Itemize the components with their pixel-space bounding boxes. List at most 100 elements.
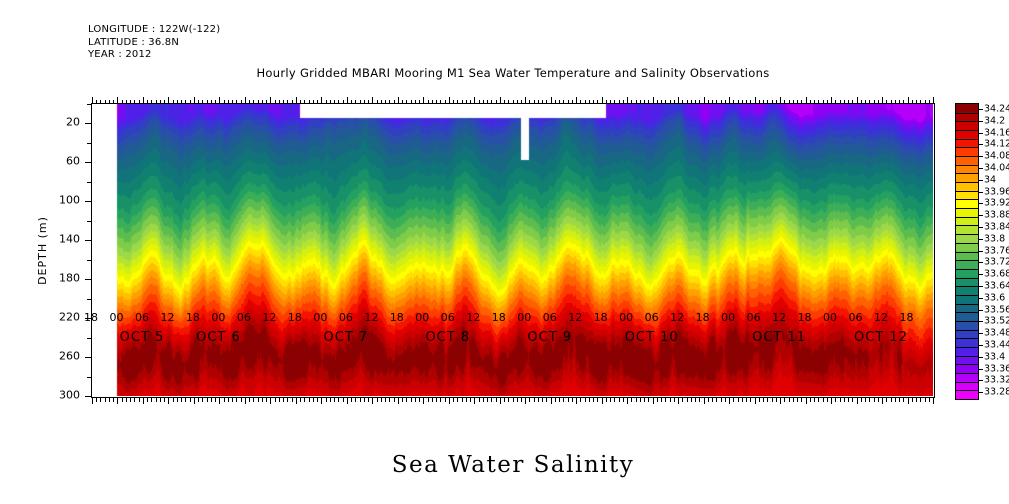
- x-tick-top-minor: [801, 99, 803, 104]
- x-tick-minor: [147, 397, 149, 402]
- colorbar-band-line: [956, 260, 978, 262]
- x-tick-minor: [359, 397, 361, 402]
- colorbar-tick-label: 33.52: [984, 315, 1009, 327]
- x-tick-top-minor: [533, 99, 535, 104]
- x-tick-top-minor: [767, 99, 769, 104]
- latitude-line: LATITUDE : 36.8N: [88, 36, 180, 48]
- x-tick-top-minor: [444, 99, 446, 104]
- x-tick-top-minor: [351, 99, 353, 104]
- colorbar-tick-label: 34.2: [984, 115, 1006, 127]
- x-tick-top-minor: [648, 99, 650, 104]
- x-tick-minor: [261, 397, 263, 402]
- x-tick-major: [193, 397, 195, 404]
- x-tick-minor: [236, 397, 238, 402]
- x-tick-major: [780, 397, 782, 404]
- x-tick-minor: [542, 397, 544, 402]
- x-tick-label-hour: 18: [389, 311, 404, 324]
- x-tick-top-major: [295, 97, 297, 104]
- x-tick-top-major: [856, 97, 858, 104]
- x-tick-minor: [121, 397, 123, 402]
- x-tick-top-minor: [890, 99, 892, 104]
- x-tick-major: [856, 397, 858, 404]
- colorbar-band-line: [956, 216, 978, 218]
- x-tick-minor: [368, 397, 370, 402]
- x-tick-top-minor: [809, 99, 811, 104]
- x-tick-top-major: [244, 97, 246, 104]
- colorbar-tick: [978, 250, 983, 252]
- colorbar-tick-label: 33.84: [984, 221, 1009, 233]
- colorbar-tick-label: 34.16: [984, 127, 1009, 138]
- x-tick-minor: [355, 397, 357, 402]
- x-tick-minor: [470, 397, 472, 402]
- x-tick-major: [678, 397, 680, 404]
- colorbar-tick-label: 34: [984, 174, 997, 186]
- x-tick-top-minor: [673, 99, 675, 104]
- x-tick-major: [474, 397, 476, 404]
- x-tick-top-minor: [682, 99, 684, 104]
- x-tick-top-major: [601, 97, 603, 104]
- x-tick-top-minor: [300, 99, 302, 104]
- y-tick-minor: [87, 220, 92, 222]
- x-tick-top-minor: [414, 99, 416, 104]
- x-tick-minor: [814, 397, 816, 402]
- x-tick-major: [576, 397, 578, 404]
- x-tick-top-minor: [928, 99, 930, 104]
- colorbar-band-line: [956, 251, 978, 253]
- x-tick-top-minor: [894, 99, 896, 104]
- x-tick-label-hour: 06: [236, 311, 251, 324]
- x-tick-minor: [894, 397, 896, 402]
- y-tick-label: 300: [59, 388, 80, 402]
- x-tick-top-minor: [410, 99, 412, 104]
- x-tick-minor: [164, 397, 166, 402]
- x-tick-minor: [537, 397, 539, 402]
- colorbar-band-line: [956, 338, 978, 340]
- x-tick-major: [117, 397, 119, 404]
- x-tick-top-minor: [470, 99, 472, 104]
- x-tick-top-minor: [393, 99, 395, 104]
- x-tick-top-major: [321, 97, 323, 104]
- x-tick-minor: [580, 397, 582, 402]
- x-tick-top-minor: [775, 99, 777, 104]
- x-tick-top-major: [168, 97, 170, 104]
- x-tick-minor: [533, 397, 535, 402]
- x-tick-major: [627, 397, 629, 404]
- x-tick-minor: [210, 397, 212, 402]
- x-tick-minor: [733, 397, 735, 402]
- x-tick-label-hour: 12: [262, 311, 277, 324]
- x-tick-top-minor: [911, 99, 913, 104]
- x-tick-top-minor: [852, 99, 854, 104]
- x-tick-minor: [724, 397, 726, 402]
- x-tick-top-major: [474, 97, 476, 104]
- colorbar-band-line: [956, 173, 978, 175]
- x-tick-minor: [478, 397, 480, 402]
- x-tick-major: [499, 397, 501, 404]
- colorbar-tick-label: 33.28: [984, 386, 1009, 398]
- x-tick-major: [805, 397, 807, 404]
- colorbar-band-line: [956, 355, 978, 357]
- x-tick-label-hour: 00: [721, 311, 736, 324]
- x-tick-minor: [185, 397, 187, 402]
- x-tick-minor: [215, 397, 217, 402]
- x-tick-top-major: [270, 97, 272, 104]
- x-tick-minor: [797, 397, 799, 402]
- x-tick-minor: [431, 397, 433, 402]
- x-tick-top-major: [780, 97, 782, 104]
- colorbar-band-line: [956, 234, 978, 236]
- x-tick-top-minor: [198, 99, 200, 104]
- x-tick-label-hour: 00: [415, 311, 430, 324]
- x-tick-top-minor: [656, 99, 658, 104]
- x-tick-top-major: [525, 97, 527, 104]
- x-tick-minor: [571, 397, 573, 402]
- x-tick-minor: [504, 397, 505, 402]
- x-tick-minor: [928, 397, 930, 402]
- x-tick-minor: [487, 397, 488, 402]
- colorbar-tick: [978, 392, 983, 394]
- x-tick-top-minor: [542, 99, 544, 104]
- x-tick-minor: [899, 397, 901, 402]
- x-tick-major: [525, 397, 527, 404]
- x-tick-top-minor: [622, 99, 624, 104]
- x-tick-minor: [584, 397, 586, 402]
- x-tick-top-minor: [924, 99, 926, 104]
- x-tick-top-major: [678, 97, 680, 104]
- x-tick-minor: [274, 397, 276, 402]
